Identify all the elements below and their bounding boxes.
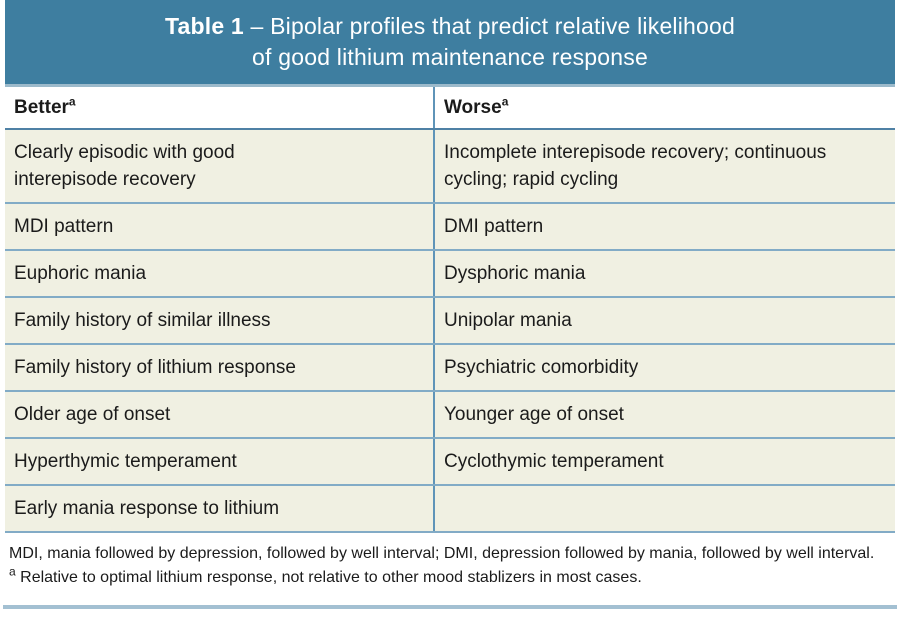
column-header-better-label: Better bbox=[14, 97, 69, 118]
better-cell: Hyperthymic temperament bbox=[5, 438, 434, 486]
table-row: Older age of onset Younger age of onset bbox=[5, 391, 895, 439]
column-header-worse: Worsea bbox=[432, 87, 895, 130]
better-cell: Family history of similar illness bbox=[5, 297, 434, 345]
table-footnotes: MDI, mania followed by depression, follo… bbox=[5, 533, 895, 596]
footnote-marker: a bbox=[501, 94, 509, 109]
table-number: Table 1 bbox=[164, 13, 244, 39]
worse-cell: DMI pattern bbox=[432, 203, 895, 251]
table-title-line2: of good lithium maintenance response bbox=[252, 44, 648, 70]
better-cell: MDI pattern bbox=[5, 203, 434, 251]
footnote-a-marker: a bbox=[9, 564, 16, 579]
abbreviations-note: MDI, mania followed by depression, follo… bbox=[9, 545, 875, 562]
table-row: Hyperthymic temperament Cyclothymic temp… bbox=[5, 438, 895, 486]
table-title: Table 1 – Bipolar profiles that predict … bbox=[165, 11, 735, 73]
cell-text: Clearly episodic with good interepisode … bbox=[14, 142, 235, 190]
better-cell: Clearly episodic with good interepisode … bbox=[5, 129, 434, 204]
table-title-banner: Table 1 – Bipolar profiles that predict … bbox=[5, 0, 895, 87]
table-row: Family history of lithium response Psych… bbox=[5, 344, 895, 392]
table-row: MDI pattern DMI pattern bbox=[5, 203, 895, 251]
worse-cell: Incomplete interepisode recovery; contin… bbox=[432, 129, 895, 204]
better-cell: Older age of onset bbox=[5, 391, 434, 439]
worse-cell: Unipolar mania bbox=[432, 297, 895, 345]
worse-cell bbox=[432, 485, 895, 533]
better-cell: Early mania response to lithium bbox=[5, 485, 434, 533]
table-title-text-line1: – Bipolar profiles that predict relative… bbox=[250, 13, 736, 39]
worse-cell: Dysphoric mania bbox=[432, 250, 895, 298]
footnote-marker: a bbox=[68, 94, 76, 109]
footnote-a: a Relative to optimal lithium response, … bbox=[9, 566, 887, 590]
table-row: Clearly episodic with good interepisode … bbox=[5, 129, 895, 204]
footnote-a-text: Relative to optimal lithium response, no… bbox=[20, 569, 642, 586]
bipolar-profiles-table: Bettera Worsea Clearly episodic with goo… bbox=[5, 87, 895, 533]
column-header-better: Bettera bbox=[5, 87, 434, 130]
better-cell: Euphoric mania bbox=[5, 250, 434, 298]
table-row: Euphoric mania Dysphoric mania bbox=[5, 250, 895, 298]
header-row: Bettera Worsea bbox=[5, 87, 895, 130]
worse-cell: Cyclothymic temperament bbox=[432, 438, 895, 486]
table-row: Early mania response to lithium bbox=[5, 485, 895, 533]
worse-cell: Younger age of onset bbox=[432, 391, 895, 439]
table-title-line1: Table 1 – Bipolar profiles that predict … bbox=[165, 11, 735, 42]
worse-cell: Psychiatric comorbidity bbox=[432, 344, 895, 392]
better-cell: Family history of lithium response bbox=[5, 344, 434, 392]
table-row: Family history of similar illness Unipol… bbox=[5, 297, 895, 345]
column-header-worse-label: Worse bbox=[443, 97, 502, 118]
bottom-rule-divider bbox=[3, 605, 897, 609]
